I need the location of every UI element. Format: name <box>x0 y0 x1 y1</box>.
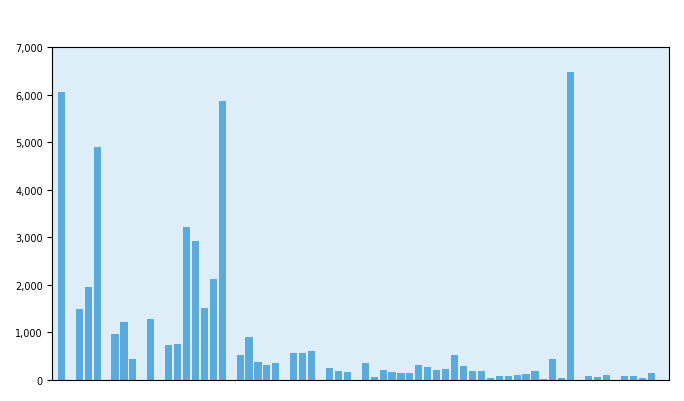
Bar <box>192 241 199 380</box>
Bar <box>174 344 181 380</box>
Bar <box>442 369 449 380</box>
Bar <box>389 372 395 380</box>
Bar <box>630 376 637 380</box>
Bar <box>94 148 101 380</box>
Bar <box>254 362 261 380</box>
Bar <box>433 370 440 380</box>
Bar <box>344 372 351 380</box>
Bar <box>263 365 270 380</box>
Bar <box>147 319 155 380</box>
Bar <box>111 334 118 380</box>
Bar <box>210 279 217 380</box>
Bar <box>237 355 244 380</box>
Bar <box>460 366 467 380</box>
Bar <box>406 373 413 380</box>
Bar <box>290 353 298 380</box>
Bar <box>424 367 432 380</box>
Bar <box>76 309 83 380</box>
Bar <box>558 378 566 380</box>
Bar <box>120 323 127 380</box>
Bar <box>219 102 226 380</box>
Bar <box>85 288 92 380</box>
Bar <box>505 376 512 380</box>
Bar <box>246 337 252 380</box>
Bar <box>540 379 547 380</box>
Bar <box>362 363 369 380</box>
Bar <box>621 377 628 380</box>
Bar <box>380 370 386 380</box>
Bar <box>335 371 342 380</box>
Bar <box>183 228 190 380</box>
Bar <box>514 375 521 380</box>
Bar <box>58 93 65 380</box>
Bar <box>308 351 315 380</box>
Bar <box>567 73 575 380</box>
Bar <box>397 373 404 380</box>
Bar <box>594 377 601 380</box>
Bar <box>129 359 137 380</box>
Bar <box>201 308 208 380</box>
Bar <box>585 376 592 380</box>
Bar <box>523 374 529 380</box>
Bar <box>165 346 172 380</box>
Bar <box>648 373 655 380</box>
Bar <box>478 371 485 380</box>
Bar <box>487 378 494 380</box>
Bar <box>639 378 646 380</box>
Bar <box>469 371 476 380</box>
Bar <box>299 352 306 380</box>
Bar <box>415 365 423 380</box>
Bar <box>549 359 556 380</box>
Bar <box>496 376 503 380</box>
Bar <box>272 363 280 380</box>
Bar <box>531 371 538 380</box>
Bar <box>451 355 458 380</box>
Bar <box>603 375 610 380</box>
Bar <box>371 377 378 380</box>
Bar <box>326 368 333 380</box>
